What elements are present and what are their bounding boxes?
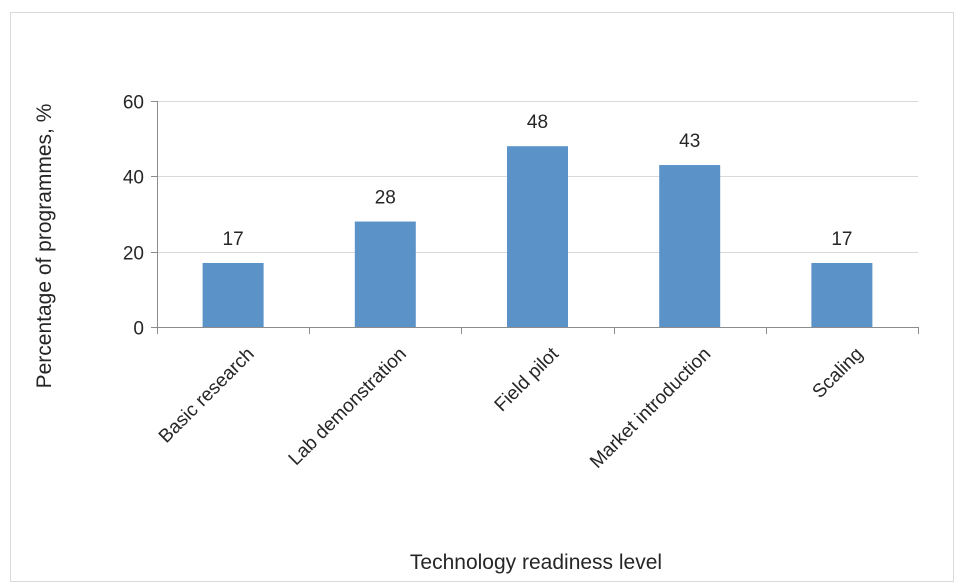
y-tick-label: 0 — [133, 319, 144, 340]
data-label: 48 — [527, 112, 548, 133]
x-category-label: Scaling — [809, 344, 868, 403]
axes — [151, 101, 919, 334]
bar-field-pilot — [507, 146, 568, 327]
y-axis-title: Percentage of programmes, % — [33, 104, 56, 389]
x-axis-title: Technology readiness level — [410, 551, 662, 574]
data-label: 17 — [223, 229, 244, 250]
y-tick-label: 20 — [123, 244, 144, 265]
x-category-label: Market introduction — [586, 344, 715, 473]
bar-lab-demonstration — [354, 221, 416, 327]
bar-basic-research — [202, 262, 264, 327]
bars — [202, 146, 873, 327]
chart-frame — [10, 12, 954, 582]
x-category-label: Lab demonstration — [285, 344, 411, 470]
bar-market-introduction — [659, 165, 721, 327]
x-category-label: Basic research — [155, 344, 259, 448]
bar-scaling — [811, 262, 873, 327]
y-tick-label: 40 — [123, 168, 144, 189]
data-label: 17 — [831, 229, 852, 250]
y-tick-label: 60 — [123, 93, 144, 114]
data-label: 43 — [679, 131, 700, 152]
data-label: 28 — [375, 188, 396, 209]
x-category-label: Field pilot — [491, 343, 564, 416]
